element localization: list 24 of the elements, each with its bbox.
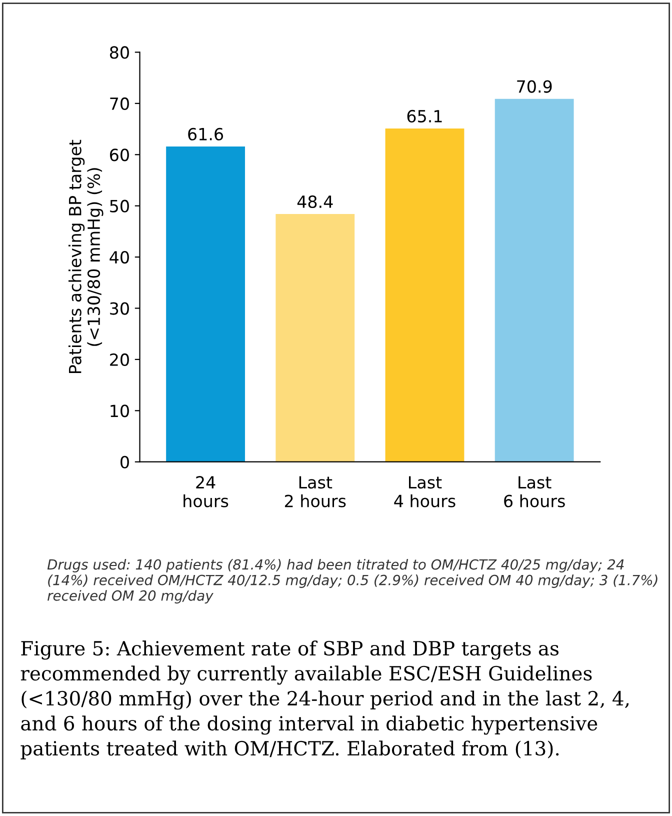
x-tick-label: 24 hours: [184, 476, 228, 508]
data-label: 48.4: [297, 195, 333, 208]
data-label: 70.9: [517, 80, 552, 93]
y-tick-label: 40: [110, 251, 129, 264]
y-tick-label: 60: [110, 148, 129, 162]
y-tick-label: 30: [110, 302, 129, 315]
x-tick-label: Last 4 hours: [394, 476, 456, 508]
y-tick-label: 0: [120, 456, 129, 468]
data-label: 61.6: [188, 128, 224, 140]
bar: [166, 146, 245, 462]
y-tick-label: 70: [110, 97, 129, 110]
x-tick-label: Last 6 hours: [504, 476, 565, 508]
caption: Figure 5: Achievement rate of SBP and DBP targets as recommended by currently available ESC/ESH Guidelines (<130/80 mmHg) over the 24-hour period and in the last 2, 4, and 6 hours of the dosing interval in diabetic hypertensive patients treated with OM/HCTZ. Elaborated from (13).: [20, 640, 629, 760]
y-tick-label: 50: [110, 200, 129, 212]
y-tick-label: 20: [110, 353, 129, 366]
x-tick-label: Last 2 hours: [284, 476, 346, 508]
y-axis-title: Patients achieving BP target (<130/80 mmHg) (%): [68, 140, 104, 374]
bar: [276, 214, 355, 462]
bar: [385, 128, 464, 462]
data-label: 65.1: [407, 110, 442, 123]
text: Drugs used: 140 patients (81.4%) had been titrated to OM/HCTZ 40/25 mg/day; 24 (14%) received OM/HCTZ 40/12.5 mg/day; 0.5 (2.9%) received OM 40 mg/day; 3 (1.7%) received OM 20 mg/day: [47, 558, 658, 604]
y-tick-label: 80: [110, 46, 129, 59]
y-tick-label: 10: [110, 404, 129, 418]
bar: [494, 98, 574, 462]
